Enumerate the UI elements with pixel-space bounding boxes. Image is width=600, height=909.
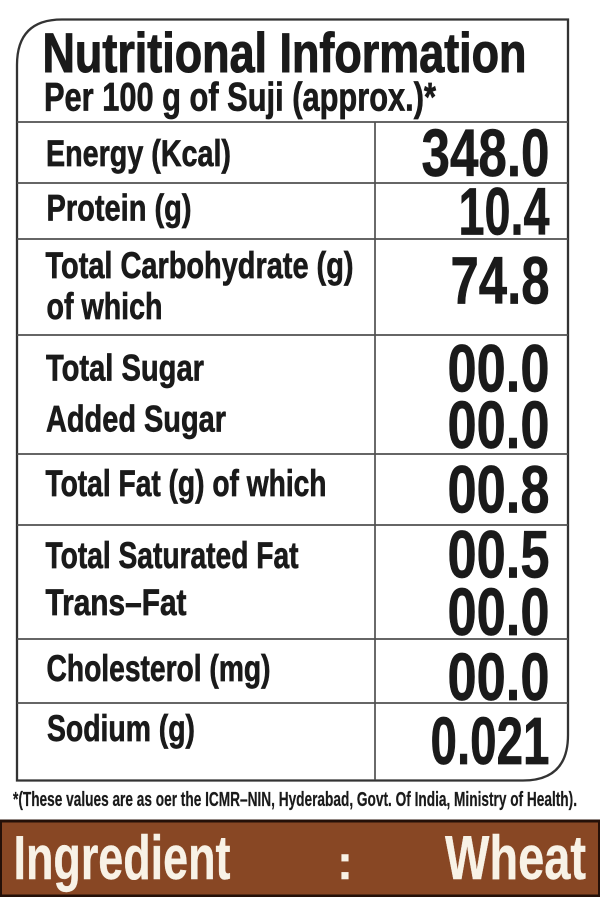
svg-text:Total Sugar: Total Sugar [46, 347, 204, 389]
svg-text:Wheat: Wheat [445, 824, 586, 893]
svg-text:of which: of which [47, 285, 163, 327]
svg-text:00.5: 00.5 [448, 518, 550, 593]
svg-text:74.8: 74.8 [451, 244, 550, 319]
svg-text:348.0: 348.0 [422, 116, 550, 191]
svg-text:Nutritional Information: Nutritional Information [43, 22, 527, 84]
svg-text:10.4: 10.4 [459, 175, 550, 250]
svg-text:Cholesterol (mg): Cholesterol (mg) [47, 647, 271, 689]
svg-text:00.8: 00.8 [448, 453, 550, 528]
svg-text:00.0: 00.0 [448, 332, 550, 407]
svg-text::: : [337, 837, 353, 890]
svg-text:Energy (Kcal): Energy (Kcal) [46, 132, 231, 174]
svg-text:Sodium (g): Sodium (g) [47, 707, 195, 749]
svg-text:00.0: 00.0 [448, 575, 550, 650]
svg-text:Trans–Fat: Trans–Fat [46, 581, 187, 623]
svg-text:Total Carbohydrate (g): Total Carbohydrate (g) [46, 244, 354, 286]
svg-text:Total Saturated Fat: Total Saturated Fat [46, 534, 299, 576]
svg-text:Ingredient: Ingredient [14, 824, 231, 893]
svg-text:Protein (g): Protein (g) [47, 187, 192, 229]
svg-text:*(These values are as oer the: *(These values are as oer the ICMR–NIN, … [13, 788, 577, 811]
svg-text:Per 100 g of Suji (approx.)*: Per 100 g of Suji (approx.)* [44, 76, 436, 120]
svg-text:Added Sugar: Added Sugar [46, 398, 226, 440]
svg-text:Total Fat (g) of which: Total Fat (g) of which [46, 462, 327, 504]
svg-text:0.021: 0.021 [431, 704, 550, 779]
svg-text:00.0: 00.0 [448, 640, 550, 715]
svg-text:00.0: 00.0 [448, 388, 550, 463]
